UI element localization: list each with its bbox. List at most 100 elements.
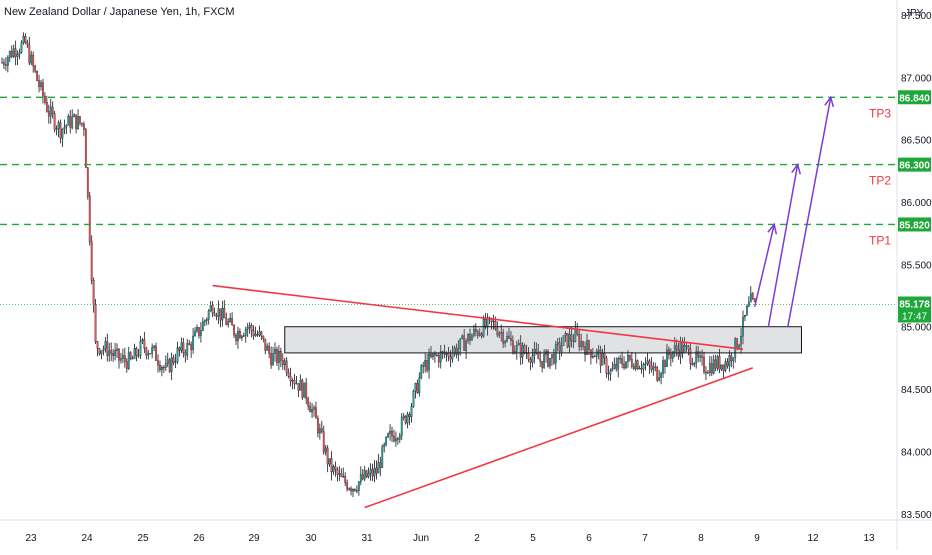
x-tick-label: 24 bbox=[81, 533, 93, 544]
candle-body bbox=[92, 280, 95, 305]
candle-body bbox=[482, 319, 485, 337]
candle-body bbox=[5, 64, 7, 66]
candle-body bbox=[59, 122, 62, 139]
arrow-head bbox=[824, 95, 835, 108]
candle-body bbox=[207, 310, 210, 320]
candle-body bbox=[461, 335, 464, 339]
candle-body bbox=[168, 359, 171, 372]
candle-body bbox=[61, 128, 64, 139]
candle-body bbox=[478, 333, 481, 336]
candle-body bbox=[176, 347, 179, 362]
candle-body bbox=[570, 334, 573, 342]
candle-body bbox=[336, 469, 339, 475]
candle-body bbox=[615, 364, 618, 370]
candle-body bbox=[252, 330, 255, 337]
candle-body bbox=[118, 348, 120, 361]
candle-body bbox=[242, 335, 245, 337]
candle-body bbox=[623, 363, 625, 368]
candle-body bbox=[724, 361, 727, 371]
candle-body bbox=[160, 367, 163, 371]
candle-body bbox=[716, 356, 719, 369]
candle-body bbox=[57, 122, 60, 129]
candle-body bbox=[722, 364, 725, 371]
candle-body bbox=[322, 431, 325, 453]
candle-body bbox=[644, 363, 647, 365]
candle-body bbox=[180, 342, 183, 351]
candle-body bbox=[67, 115, 70, 126]
candle-body bbox=[10, 51, 13, 57]
candle-body bbox=[348, 488, 351, 490]
candle-body bbox=[685, 345, 688, 347]
candle-body bbox=[699, 355, 701, 358]
candle-body bbox=[254, 333, 257, 337]
candle-body bbox=[605, 357, 608, 374]
candle-body bbox=[410, 406, 413, 418]
x-tick-label: 31 bbox=[361, 533, 373, 544]
candle-body bbox=[640, 368, 643, 370]
candle-body bbox=[496, 328, 499, 336]
candle-body bbox=[125, 361, 128, 369]
candle-body bbox=[51, 106, 54, 114]
candle-body bbox=[568, 334, 571, 348]
y-tick-label: 87.500 bbox=[901, 11, 932, 22]
candle-body bbox=[580, 341, 583, 347]
candle-body bbox=[543, 354, 545, 368]
candle-body bbox=[599, 349, 602, 366]
candle-body bbox=[102, 348, 105, 351]
candle-body bbox=[205, 319, 208, 321]
candle-body bbox=[566, 333, 569, 348]
candle-body bbox=[383, 444, 386, 447]
candle-body bbox=[77, 116, 79, 129]
candle-body bbox=[459, 338, 462, 349]
candle-body bbox=[14, 48, 17, 57]
candle-body bbox=[120, 358, 122, 361]
candle-body bbox=[662, 360, 664, 374]
target-price-badge bbox=[898, 157, 931, 172]
candle-body bbox=[749, 293, 752, 303]
candle-body bbox=[666, 349, 668, 367]
candle-body bbox=[215, 315, 218, 317]
candle-body bbox=[695, 351, 698, 364]
candle-body bbox=[6, 57, 9, 66]
candle-body bbox=[248, 325, 251, 328]
candle-body bbox=[198, 327, 200, 336]
candle-body bbox=[44, 95, 46, 103]
candle-body bbox=[584, 346, 586, 355]
candle-body bbox=[747, 301, 750, 307]
candle-body bbox=[172, 357, 175, 363]
candle-body bbox=[510, 338, 512, 341]
candle-body bbox=[330, 458, 333, 473]
candle-body bbox=[607, 373, 610, 375]
candle-body bbox=[636, 360, 639, 370]
candle-body bbox=[474, 328, 477, 332]
candle-body bbox=[114, 350, 116, 356]
bar-countdown-label: 17:47 bbox=[902, 312, 927, 323]
candle-body bbox=[75, 114, 77, 129]
candle-body bbox=[650, 365, 653, 370]
candle-body bbox=[371, 469, 374, 477]
candle-body bbox=[691, 363, 694, 365]
candle-body bbox=[291, 380, 294, 382]
candle-body bbox=[658, 377, 661, 381]
candle-body bbox=[373, 467, 376, 477]
candle-body bbox=[437, 354, 440, 363]
candle-body bbox=[285, 360, 288, 374]
candle-body bbox=[320, 428, 323, 432]
candle-body bbox=[476, 331, 479, 336]
candle-body bbox=[283, 360, 286, 366]
candle-body bbox=[707, 372, 709, 374]
candle-body bbox=[720, 364, 723, 370]
candle-body bbox=[18, 52, 21, 55]
candle-body bbox=[613, 364, 616, 369]
candle-body bbox=[110, 350, 113, 354]
candle-body bbox=[703, 357, 705, 373]
candle-body bbox=[190, 344, 193, 350]
candle-body bbox=[277, 351, 280, 363]
candle-body bbox=[449, 356, 452, 360]
candle-body bbox=[295, 383, 298, 385]
candle-body bbox=[554, 343, 557, 364]
candle-body bbox=[708, 363, 711, 373]
candle-body bbox=[69, 115, 72, 128]
